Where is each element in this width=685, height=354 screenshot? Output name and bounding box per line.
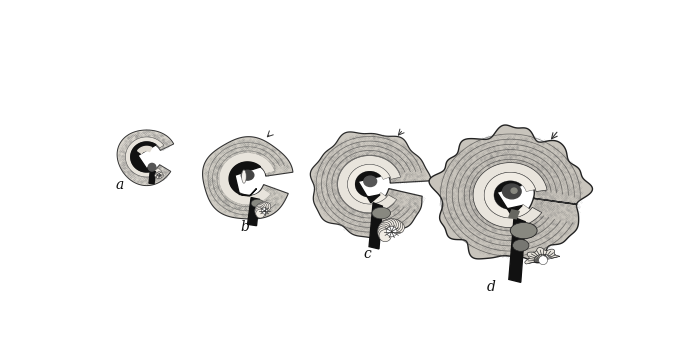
Polygon shape (429, 125, 593, 263)
Circle shape (386, 226, 397, 237)
Text: b: b (241, 221, 249, 234)
Polygon shape (138, 147, 152, 153)
Polygon shape (347, 165, 390, 204)
Polygon shape (247, 198, 259, 225)
Circle shape (158, 172, 161, 175)
Circle shape (262, 202, 271, 211)
Circle shape (256, 205, 264, 213)
Ellipse shape (251, 199, 264, 207)
Ellipse shape (503, 184, 521, 199)
Circle shape (384, 219, 396, 231)
Circle shape (255, 206, 264, 215)
Ellipse shape (372, 207, 390, 219)
Polygon shape (125, 137, 164, 177)
Circle shape (155, 174, 158, 177)
Polygon shape (219, 153, 275, 205)
Circle shape (379, 222, 390, 234)
Polygon shape (310, 132, 431, 238)
Circle shape (386, 219, 399, 231)
Circle shape (256, 209, 265, 218)
Polygon shape (525, 247, 560, 264)
Circle shape (393, 222, 404, 234)
Ellipse shape (241, 170, 254, 180)
Circle shape (377, 224, 390, 236)
Circle shape (158, 175, 162, 178)
Circle shape (155, 172, 159, 176)
Text: a: a (116, 178, 124, 192)
Polygon shape (203, 137, 293, 219)
Circle shape (380, 221, 392, 233)
Ellipse shape (512, 239, 529, 251)
Polygon shape (369, 203, 382, 249)
Circle shape (255, 208, 264, 217)
Ellipse shape (364, 176, 377, 187)
Polygon shape (149, 171, 155, 184)
Circle shape (160, 174, 164, 177)
Circle shape (382, 219, 394, 232)
Polygon shape (131, 142, 156, 172)
Circle shape (379, 230, 391, 242)
Circle shape (262, 208, 268, 214)
Ellipse shape (511, 188, 517, 193)
Circle shape (390, 220, 403, 232)
Polygon shape (509, 210, 519, 219)
Polygon shape (356, 172, 380, 203)
Polygon shape (338, 156, 401, 213)
Polygon shape (484, 172, 536, 218)
Polygon shape (495, 182, 522, 216)
Circle shape (378, 228, 390, 240)
Circle shape (258, 202, 267, 211)
Circle shape (160, 172, 163, 176)
Circle shape (388, 219, 401, 231)
Circle shape (156, 175, 160, 178)
Polygon shape (229, 162, 260, 196)
Text: d: d (486, 280, 495, 294)
Circle shape (256, 203, 265, 212)
Circle shape (538, 256, 547, 264)
Ellipse shape (510, 222, 537, 239)
Circle shape (260, 202, 269, 211)
Circle shape (148, 164, 155, 171)
Text: c: c (364, 247, 371, 261)
Polygon shape (509, 217, 525, 282)
Polygon shape (473, 162, 547, 228)
Ellipse shape (242, 170, 246, 183)
Polygon shape (117, 130, 174, 185)
Circle shape (377, 226, 390, 238)
Circle shape (158, 174, 160, 177)
